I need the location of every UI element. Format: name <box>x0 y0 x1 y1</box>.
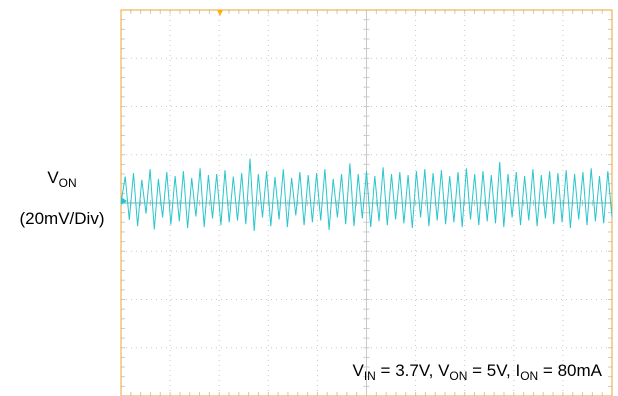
von-label: V <box>438 361 450 380</box>
von-sub: ON <box>449 369 468 383</box>
channel-label-main: V <box>47 168 59 187</box>
ion-sub: ON <box>520 369 539 383</box>
von-value: = 5V, <box>467 361 516 380</box>
vin-value: = 3.7V, <box>375 361 439 380</box>
channel-marker <box>121 197 127 205</box>
vin-label: V <box>352 361 364 380</box>
channel-label-sub: ON <box>58 176 77 190</box>
trigger-marker <box>217 10 223 16</box>
ion-value: = 80mA <box>538 361 602 380</box>
ion-label: I <box>515 361 521 380</box>
channel-label: VON <box>0 168 124 190</box>
channel-scale: (20mV/Div) <box>19 209 105 228</box>
vin-sub: IN <box>363 369 376 383</box>
series-line-von <box>120 158 613 232</box>
test-conditions: VIN = 3.7V, VON = 5V, ION = 80mA <box>352 360 602 382</box>
